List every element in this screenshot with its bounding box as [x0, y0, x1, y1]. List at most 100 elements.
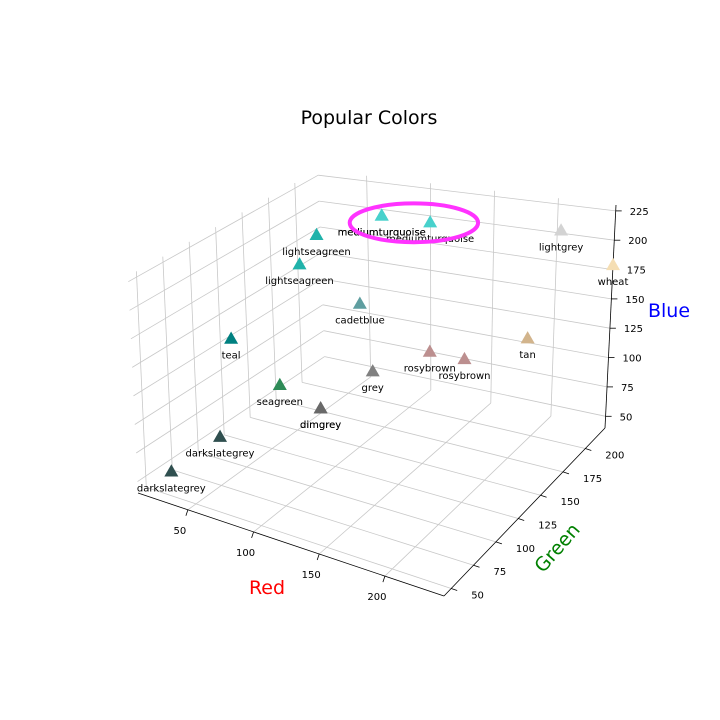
point-label: darkslategrey	[137, 483, 206, 494]
grid-line-y	[302, 382, 586, 449]
axes	[137, 204, 622, 597]
x-tick-label: 200	[367, 592, 386, 603]
point-labels: mediumturquoisemediumturquoisemediumturq…	[137, 227, 629, 494]
grid-line-z	[131, 252, 322, 368]
grid-line-z	[128, 174, 319, 283]
z-tick-label: 75	[621, 383, 634, 394]
y-tick-mark	[473, 564, 480, 568]
x-tick-label: 50	[174, 526, 187, 537]
point-label: lightseagreen	[282, 247, 351, 258]
grid-line-z	[319, 226, 613, 270]
tick-labels: 50 100 150 200 50 75 100 125 150 175 200 50 75 100 125…	[174, 207, 649, 603]
y-tick-mark	[495, 541, 503, 545]
z-axis-label: Blue	[648, 300, 690, 322]
point-label: dimgrey	[300, 420, 341, 431]
point-grey	[365, 364, 380, 377]
grid-line-y	[136, 271, 147, 488]
x-tick-mark	[185, 509, 189, 516]
point-lightseagreen	[309, 227, 324, 241]
z-tick-label: 125	[624, 324, 643, 335]
grid-line-z	[130, 226, 321, 340]
point-label: teal	[222, 351, 241, 362]
point-label: mediumturquoise	[338, 227, 426, 238]
point-darkslategrey	[213, 429, 228, 442]
point-wheat	[606, 257, 621, 271]
grid-line-z	[322, 304, 609, 358]
y-tick-label: 175	[583, 474, 602, 485]
point-dimgrey	[313, 401, 328, 414]
y-tick-label: 75	[494, 567, 507, 578]
point-label: rosybrown	[438, 371, 490, 382]
x-tick-mark	[316, 553, 320, 561]
x-axis-label: Red	[249, 577, 285, 599]
y-tick-label: 200	[605, 451, 624, 462]
z-tick-label: 50	[620, 412, 633, 423]
point-rosybrown	[457, 351, 472, 365]
point-cadetblue	[352, 296, 367, 309]
grid-line-y	[162, 256, 173, 470]
z-tick-label: 100	[623, 354, 642, 365]
y-tick-label: 125	[538, 521, 557, 532]
z-axis-line	[604, 204, 617, 429]
grid-line-z	[129, 200, 320, 311]
grid	[128, 174, 616, 589]
x-tick-label: 100	[236, 548, 255, 559]
y-tick-mark	[562, 471, 570, 475]
point-label: lightgrey	[539, 242, 584, 253]
y-tick-mark	[518, 518, 525, 521]
z-tick-label: 225	[630, 207, 649, 218]
grid-line-y	[146, 487, 452, 589]
grid-line-x	[187, 376, 371, 511]
grid-line-y	[215, 227, 225, 435]
point-label: dimgrey	[300, 420, 341, 431]
z-tick-label: 200	[628, 236, 647, 247]
y-tick-mark	[585, 448, 592, 451]
y-tick-mark	[540, 494, 547, 498]
grid-line-y	[172, 469, 474, 566]
data-points	[164, 208, 621, 477]
chart-title: Popular Colors	[301, 107, 438, 129]
point-mediumturquoise	[374, 208, 389, 221]
grid-line-z	[318, 174, 616, 212]
z-tick-label: 150	[625, 295, 644, 306]
grid-line-y	[294, 182, 303, 383]
x-tick-label: 150	[302, 570, 321, 581]
highlight-ellipse	[347, 201, 481, 245]
grid-line-z	[135, 330, 324, 454]
grid-line-x	[384, 415, 552, 577]
y-axis-line	[443, 427, 606, 597]
grid-line-y	[250, 417, 541, 496]
x-tick-mark	[382, 575, 386, 583]
point-darkslategrey	[164, 464, 179, 477]
point-label: mediumturquoise	[386, 234, 474, 245]
grid-line-x	[490, 190, 495, 404]
grid-line-z	[133, 278, 323, 397]
point-lightseagreen	[292, 257, 307, 270]
y-tick-label: 50	[471, 591, 484, 602]
point-label: rosybrown	[404, 364, 456, 375]
grid-line-y	[198, 452, 497, 543]
point-label: darkslategrey	[186, 449, 255, 460]
point-rosybrown	[422, 344, 437, 357]
point-label: mediumturquoise	[338, 227, 426, 238]
point-mediumturquoise	[423, 215, 438, 228]
grid-line-y	[268, 197, 277, 400]
grid-line-z	[134, 304, 324, 425]
grid-line-y	[241, 212, 251, 418]
y-tick-mark	[451, 588, 458, 591]
point-lightgrey	[554, 223, 569, 236]
point-tan	[520, 331, 535, 344]
z-tick-label: 175	[627, 266, 646, 277]
grid-line-z	[321, 278, 610, 329]
point-seagreen	[272, 377, 287, 391]
y-tick-label: 100	[516, 544, 535, 555]
point-label: lightseagreen	[265, 276, 334, 287]
point-label: grey	[362, 383, 384, 394]
grid-line-x	[366, 175, 372, 377]
grid-line-x	[318, 402, 492, 555]
x-tick-mark	[251, 531, 254, 539]
grid-line-z	[137, 356, 325, 482]
grid-line-y	[188, 241, 199, 453]
point-label: wheat	[598, 277, 629, 288]
